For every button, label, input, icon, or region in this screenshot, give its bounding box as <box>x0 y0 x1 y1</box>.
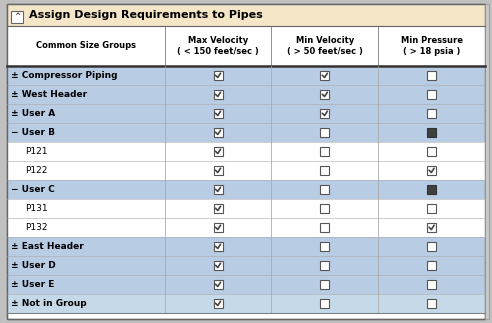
Bar <box>320 204 329 213</box>
Bar <box>427 71 436 80</box>
Bar <box>214 204 222 213</box>
Bar <box>320 299 329 308</box>
Bar <box>485 4 489 319</box>
Bar <box>320 261 329 270</box>
Bar <box>320 223 329 232</box>
Bar <box>214 166 222 175</box>
Bar <box>7 294 485 313</box>
Text: P121: P121 <box>25 147 48 156</box>
Bar <box>7 85 485 104</box>
Bar <box>320 242 329 251</box>
Bar <box>427 147 436 156</box>
Bar <box>7 142 485 161</box>
Text: P122: P122 <box>25 166 47 175</box>
Text: ± Compressor Piping: ± Compressor Piping <box>11 71 118 80</box>
Text: Assign Design Requirements to Pipes: Assign Design Requirements to Pipes <box>29 10 263 20</box>
Text: P132: P132 <box>25 223 48 232</box>
Bar <box>7 26 485 66</box>
Bar <box>427 223 436 232</box>
Bar <box>214 128 222 137</box>
Text: ^: ^ <box>14 12 20 21</box>
Bar <box>272 26 378 66</box>
Bar <box>7 237 485 256</box>
Bar <box>427 204 436 213</box>
Text: P131: P131 <box>25 204 48 213</box>
Bar <box>214 223 222 232</box>
Bar <box>7 161 485 180</box>
Bar <box>320 71 329 80</box>
Text: Min Pressure
( > 18 psia ): Min Pressure ( > 18 psia ) <box>400 36 462 56</box>
Bar <box>7 256 485 275</box>
Bar <box>214 71 222 80</box>
Bar <box>427 166 436 175</box>
Bar <box>320 147 329 156</box>
Bar <box>320 128 329 137</box>
Bar <box>320 90 329 99</box>
Text: ± Not in Group: ± Not in Group <box>11 299 87 308</box>
Bar <box>427 280 436 289</box>
Bar <box>7 4 485 26</box>
Text: Common Size Groups: Common Size Groups <box>36 41 136 50</box>
Bar <box>214 90 222 99</box>
Bar <box>427 90 436 99</box>
Text: − User C: − User C <box>11 185 55 194</box>
Bar <box>214 242 222 251</box>
Text: Max Velocity
( < 150 feet/sec ): Max Velocity ( < 150 feet/sec ) <box>177 36 259 56</box>
Bar <box>214 109 222 118</box>
Text: − User B: − User B <box>11 128 55 137</box>
Text: ± User E: ± User E <box>11 280 55 289</box>
Bar <box>7 26 165 66</box>
Bar <box>320 280 329 289</box>
Text: Min Velocity
( > 50 feet/sec ): Min Velocity ( > 50 feet/sec ) <box>287 36 363 56</box>
Bar <box>214 299 222 308</box>
Bar <box>378 26 485 66</box>
Bar <box>7 199 485 218</box>
Bar <box>7 66 485 85</box>
Text: ± East Header: ± East Header <box>11 242 84 251</box>
Bar <box>320 166 329 175</box>
Text: ± West Header: ± West Header <box>11 90 87 99</box>
Bar <box>165 26 272 66</box>
Bar <box>11 11 23 23</box>
Bar <box>214 147 222 156</box>
Bar <box>427 242 436 251</box>
Bar <box>7 218 485 237</box>
Bar <box>214 280 222 289</box>
Bar <box>7 123 485 142</box>
Bar <box>7 180 485 199</box>
Bar <box>427 261 436 270</box>
Bar <box>427 128 436 137</box>
Bar <box>427 109 436 118</box>
Bar <box>214 185 222 194</box>
Bar <box>7 104 485 123</box>
Bar <box>427 185 436 194</box>
Bar <box>320 109 329 118</box>
Text: ± User A: ± User A <box>11 109 55 118</box>
Bar <box>427 299 436 308</box>
Bar <box>214 261 222 270</box>
Bar <box>320 185 329 194</box>
Bar <box>7 275 485 294</box>
Text: ± User D: ± User D <box>11 261 56 270</box>
